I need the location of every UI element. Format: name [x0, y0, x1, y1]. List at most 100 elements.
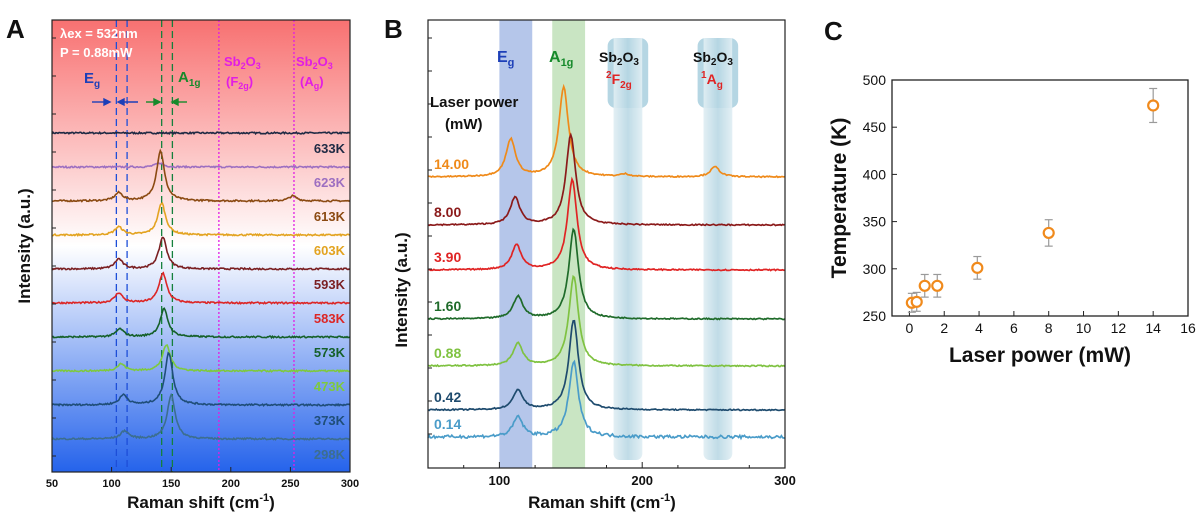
spectrum-line — [427, 274, 786, 368]
x-tick-label: 200 — [631, 473, 653, 488]
panel-a-plot-frame — [51, 19, 351, 473]
panel-b-y-ticks — [428, 37, 432, 435]
x-tick-label: 16 — [1180, 320, 1196, 336]
series-label: 3.90 — [434, 249, 461, 265]
y-tick-label: 300 — [863, 261, 887, 277]
panel-c-plot-frame — [891, 79, 1189, 317]
spectrum-line — [51, 201, 350, 238]
panel-c-xlabel: Laser power (mW) — [949, 344, 1131, 367]
spectrum-line — [51, 344, 351, 374]
spectrum-line — [51, 392, 351, 441]
series-label: 573K — [314, 345, 346, 360]
y-tick-label: 250 — [863, 308, 887, 324]
series-label: 473K — [314, 379, 346, 394]
x-tick-label: 50 — [46, 478, 58, 490]
x-tick-label: 14 — [1145, 320, 1161, 336]
x-tick-label: 200 — [222, 478, 240, 490]
spectrum-line — [51, 236, 351, 271]
panel-c-y-ticks: 250 300 350 400 450 500 — [863, 72, 897, 324]
a1g-arrows — [146, 97, 187, 107]
band-label-sb2o3-f2g: Sb2O3 2F2g — [599, 49, 643, 91]
panel-a-x-ticks: 50 100 150 200 250 300 — [46, 467, 359, 490]
panel-a-spectra — [51, 130, 351, 441]
series-label: 633K — [314, 141, 346, 156]
y-tick-label: 350 — [863, 214, 887, 230]
series-label: 0.14 — [434, 416, 461, 432]
series-label: 14.00 — [434, 156, 469, 172]
eg-arrows — [92, 97, 138, 107]
series-label: 593K — [314, 277, 346, 292]
x-tick-label: 0 — [906, 320, 914, 336]
panel-c-chart: 0 2 4 6 8 10 12 14 16 250 300 350 400 450 500 — [863, 72, 1196, 336]
y-tick-label: 500 — [863, 72, 887, 88]
panel-b-x-ticks: 100 200 300 — [463, 462, 796, 488]
panel-c-data-points — [905, 87, 1160, 313]
spectrum-line — [427, 83, 786, 179]
band-highlight — [613, 38, 643, 460]
x-tick-label: 6 — [1010, 320, 1018, 336]
x-tick-label: 100 — [489, 473, 511, 488]
spectrum-line — [51, 148, 351, 203]
panel-a-ylabel: Intensity (a.u.) — [15, 188, 34, 303]
panel-a-y-ticks — [52, 37, 56, 457]
panel-b-chart: 14.008.003.901.600.880.420.14 100 200 300 … — [427, 19, 796, 488]
band-highlight — [703, 38, 733, 460]
x-tick-label: 300 — [341, 478, 359, 490]
data-point — [971, 261, 984, 274]
panel-c-x-ticks: 0 2 4 6 8 10 12 14 16 — [906, 311, 1196, 336]
excitation-power: P = 0.88mW — [60, 45, 133, 60]
series-label: 298K — [314, 447, 346, 462]
legend-title-line2: (mW) — [445, 116, 483, 133]
panel-label-a: A — [6, 14, 25, 44]
series-label: 8.00 — [434, 204, 461, 220]
x-tick-label: 10 — [1076, 320, 1092, 336]
series-label: 0.88 — [434, 345, 461, 361]
spectrum-line — [51, 161, 350, 170]
x-tick-label: 150 — [162, 478, 180, 490]
data-point — [1042, 226, 1055, 240]
series-label: 1.60 — [434, 298, 461, 314]
x-tick-label: 100 — [102, 478, 120, 490]
spectrum-line — [427, 132, 786, 227]
panel-b-ylabel: Intensity (a.u.) — [392, 232, 411, 347]
data-point — [910, 295, 923, 308]
series-label: 623K — [314, 175, 346, 190]
spectrum-line — [51, 351, 351, 408]
spectrum-line — [427, 176, 786, 272]
series-label: 613K — [314, 209, 346, 224]
data-point — [918, 279, 931, 292]
x-tick-label: 8 — [1045, 320, 1053, 336]
series-label: 603K — [314, 243, 346, 258]
panel-b-spectra — [427, 83, 786, 441]
band-label-sb2o3-ag: Sb2O3 1Ag — [693, 49, 737, 91]
legend-title-line1: Laser power — [430, 94, 519, 111]
spectrum-line — [427, 227, 786, 321]
series-label: 373K — [314, 413, 346, 428]
x-tick-label: 2 — [940, 320, 948, 336]
x-tick-label: 250 — [281, 478, 299, 490]
panel-a-chart: 633K 623K 613K 603K 593K 583K 573K 473K 373K 298K… — [46, 19, 359, 490]
panel-b-bands — [499, 20, 739, 468]
panel-a-series-labels: 633K 623K 613K 603K 593K 583K 573K 473K 373K 298K — [314, 141, 346, 462]
spectrum-line — [51, 307, 351, 340]
x-tick-label: 12 — [1111, 320, 1127, 336]
panel-a-xlabel: Raman shift (cm-1) — [127, 492, 275, 512]
spectrum-line — [51, 271, 350, 306]
spectrum-line — [427, 359, 785, 441]
panel-a-plot-area — [52, 20, 350, 472]
y-tick-label: 450 — [863, 119, 887, 135]
data-point — [1147, 99, 1160, 112]
series-label: 0.42 — [434, 389, 461, 405]
data-point — [931, 279, 944, 292]
spectrum-line — [51, 130, 351, 136]
panel-b-series-labels: 14.00 8.00 3.90 1.60 0.88 0.42 0.14 — [434, 156, 469, 432]
spectrum-line — [427, 319, 786, 412]
x-tick-label: 300 — [774, 473, 796, 488]
panel-c-ylabel: Temperature (K) — [828, 118, 851, 279]
x-tick-label: 4 — [975, 320, 983, 336]
panel-label-b: B — [384, 14, 403, 44]
y-tick-label: 400 — [863, 166, 887, 182]
panel-label-c: C — [824, 16, 843, 46]
series-label: 583K — [314, 311, 346, 326]
